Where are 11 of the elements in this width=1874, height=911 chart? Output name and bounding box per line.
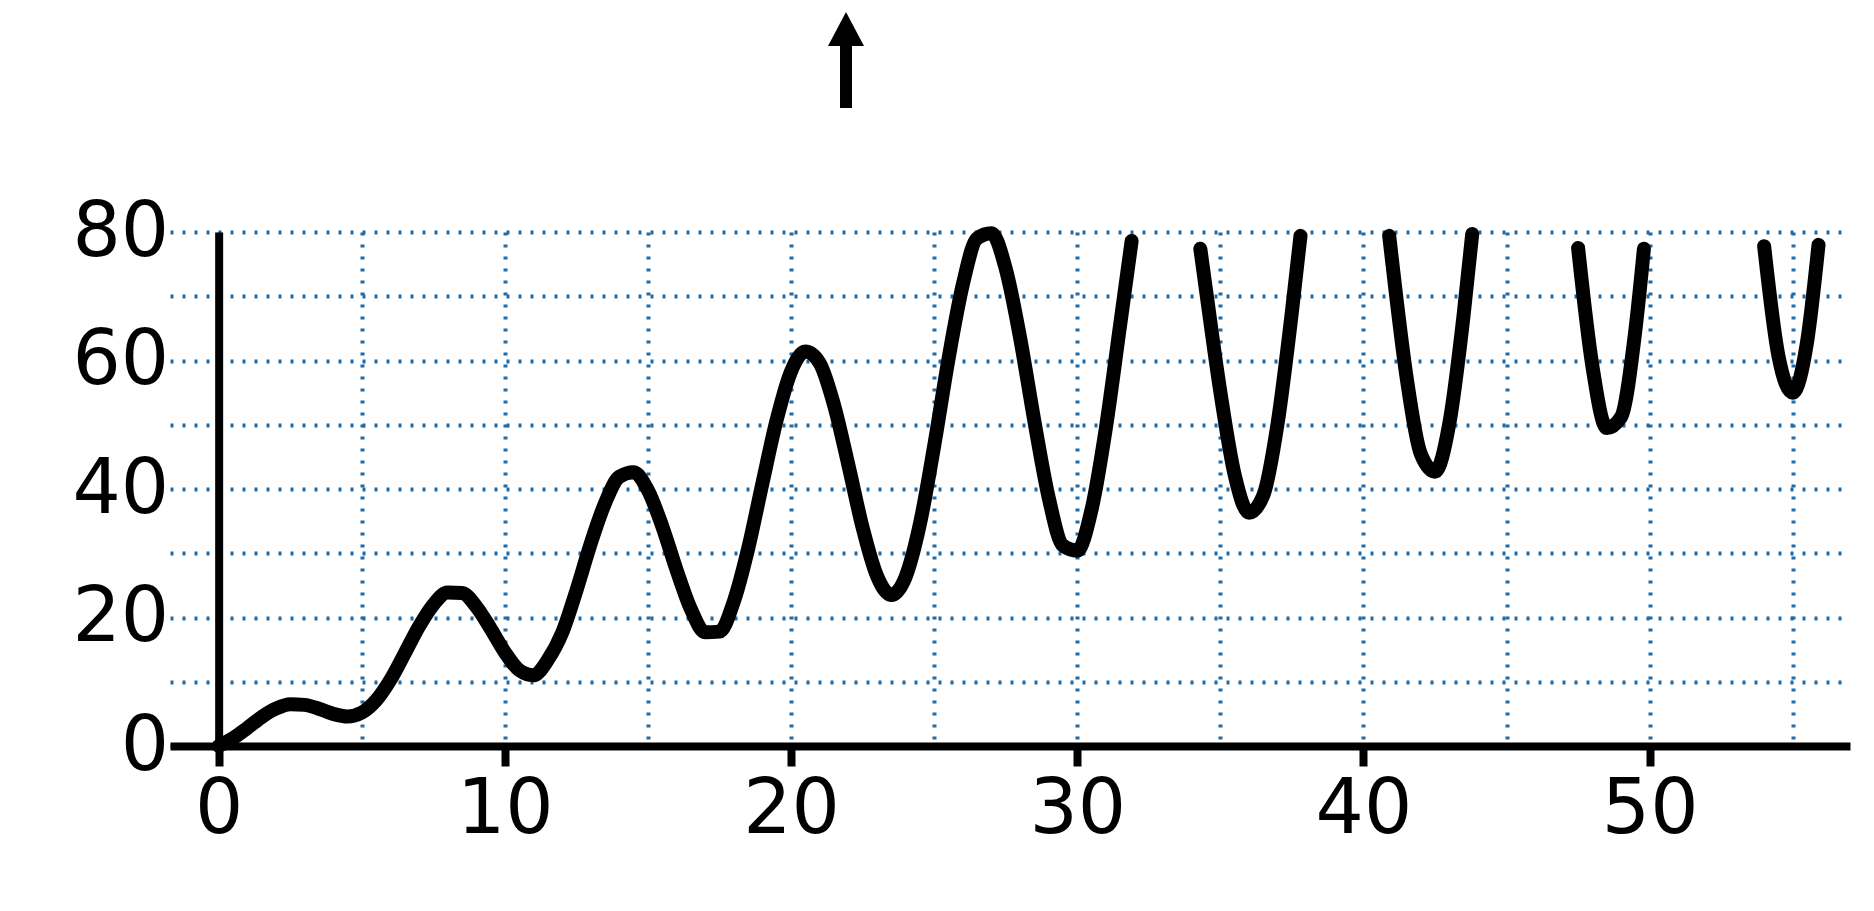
y-tick-label: 60: [72, 313, 170, 402]
x-tick-label: 10: [457, 761, 554, 851]
y-tick-label: 40: [72, 441, 170, 531]
x-tick-label: 30: [1029, 761, 1127, 851]
x-tick-label: 40: [1315, 761, 1413, 851]
x-tick-label: 0: [194, 761, 244, 851]
y-tick-label: 20: [72, 570, 170, 659]
x-tick-label: 20: [743, 761, 840, 851]
x-tick-label: 50: [1601, 761, 1699, 851]
y-tick-label: 0: [120, 698, 170, 788]
y-tick-label: 80: [72, 184, 170, 274]
